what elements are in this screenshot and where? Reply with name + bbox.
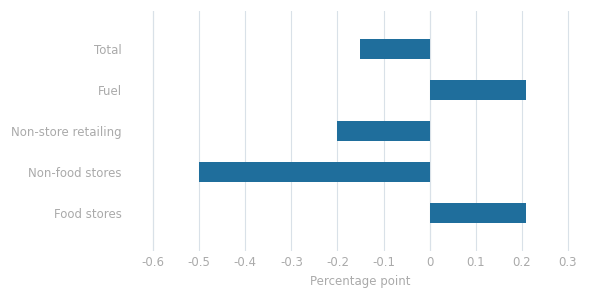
Bar xyxy=(199,162,430,182)
X-axis label: Percentage point: Percentage point xyxy=(310,275,411,288)
Bar xyxy=(338,121,430,141)
Bar xyxy=(361,39,430,59)
Bar xyxy=(430,80,526,100)
Bar xyxy=(430,203,526,223)
